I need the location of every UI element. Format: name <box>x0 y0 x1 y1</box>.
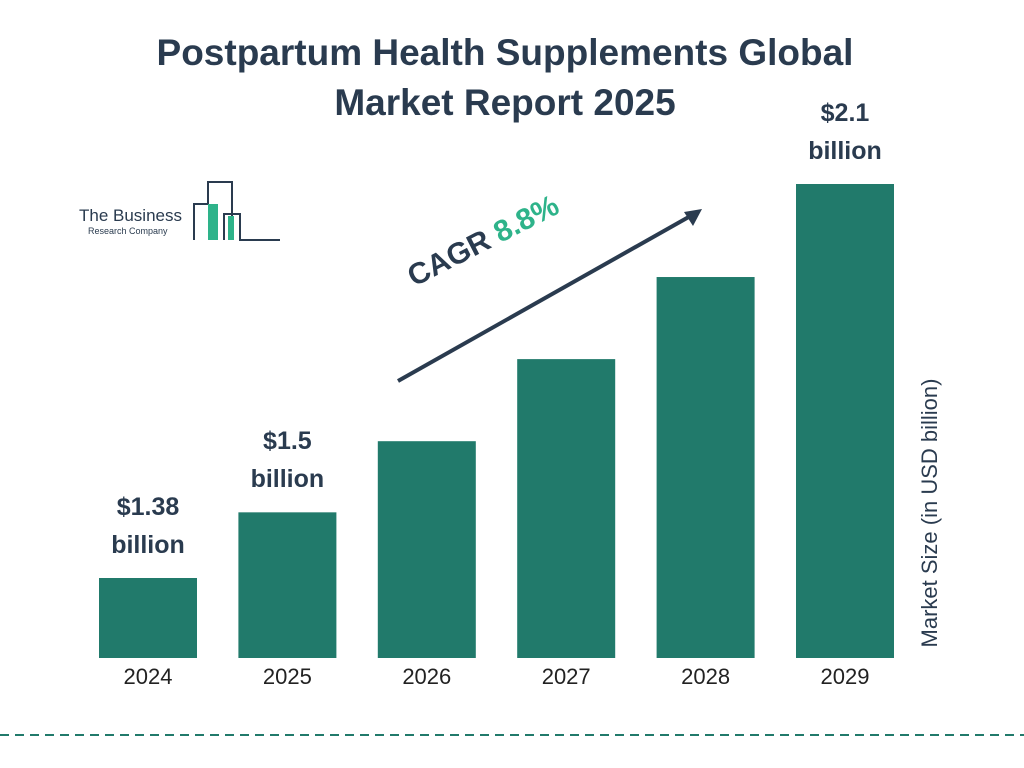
arrow-head <box>684 209 702 226</box>
bar <box>517 359 616 658</box>
logo-subtext: Research Company <box>88 226 168 236</box>
bar <box>238 512 337 658</box>
x-tick-label: 2025 <box>262 664 312 689</box>
y-axis-label: Market Size (in USD billion) <box>917 378 942 648</box>
bar <box>377 441 476 658</box>
logo-icon <box>193 181 280 241</box>
x-tick-label: 2028 <box>681 664 731 689</box>
cagr-arrow <box>397 212 695 383</box>
x-tick-label: 2026 <box>402 664 452 689</box>
x-tick-label: 2024 <box>123 664 173 689</box>
logo-text: The Business <box>79 206 182 225</box>
chart-title: Postpartum Health Supplements Global Mar… <box>156 32 854 123</box>
x-tick-label: 2027 <box>541 664 591 689</box>
value-label: $1.5 billion <box>250 427 325 494</box>
x-tick-label: 2029 <box>820 664 870 689</box>
bar <box>99 578 197 658</box>
bar <box>656 277 755 658</box>
value-label: $1.38 billion <box>111 493 185 559</box>
bar <box>796 184 894 658</box>
value-label: $2.1 billion <box>808 99 882 165</box>
